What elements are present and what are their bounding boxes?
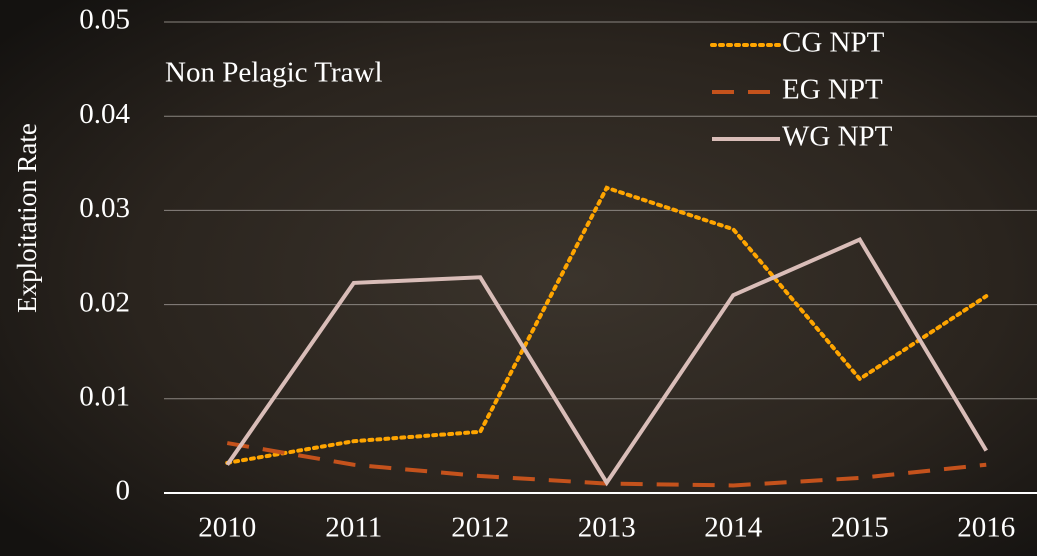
y-tick-label: 0.01 <box>79 380 130 412</box>
series-line <box>225 237 988 487</box>
x-tick-label: 2014 <box>704 512 763 544</box>
y-tick-label: 0.05 <box>79 4 130 36</box>
y-tick-label: 0.04 <box>79 98 130 130</box>
series-line <box>225 185 989 465</box>
legend-label: EG NPT <box>782 74 883 106</box>
x-tick-label: 2012 <box>451 512 509 544</box>
x-tick-label: 2013 <box>578 512 636 544</box>
series-line <box>226 441 987 488</box>
legend-label: CG NPT <box>782 27 885 59</box>
x-tick-label: 2010 <box>198 512 256 544</box>
x-tick-label: 2011 <box>325 512 382 544</box>
x-tick-label: 2016 <box>957 512 1015 544</box>
annotation: Non Pelagic Trawl <box>165 57 383 89</box>
y-tick-label: 0.03 <box>79 192 130 224</box>
y-tick-label: 0 <box>116 475 131 507</box>
y-tick-label: 0.02 <box>79 286 130 318</box>
legend-label: WG NPT <box>782 121 893 153</box>
x-tick-label: 2015 <box>831 512 889 544</box>
y-axis-label: Exploitation Rate <box>12 123 42 313</box>
